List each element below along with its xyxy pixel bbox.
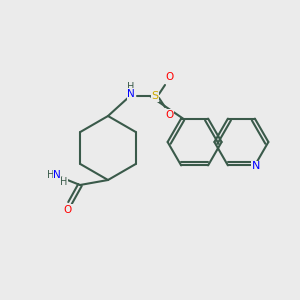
- Text: N: N: [53, 170, 61, 180]
- Text: H: H: [60, 177, 68, 187]
- Text: N: N: [252, 161, 260, 171]
- Text: O: O: [165, 72, 173, 82]
- Text: O: O: [64, 205, 72, 215]
- Text: S: S: [152, 91, 159, 101]
- Text: N: N: [127, 89, 135, 99]
- Text: O: O: [165, 110, 173, 120]
- Text: H: H: [127, 82, 135, 92]
- Text: H: H: [47, 170, 55, 180]
